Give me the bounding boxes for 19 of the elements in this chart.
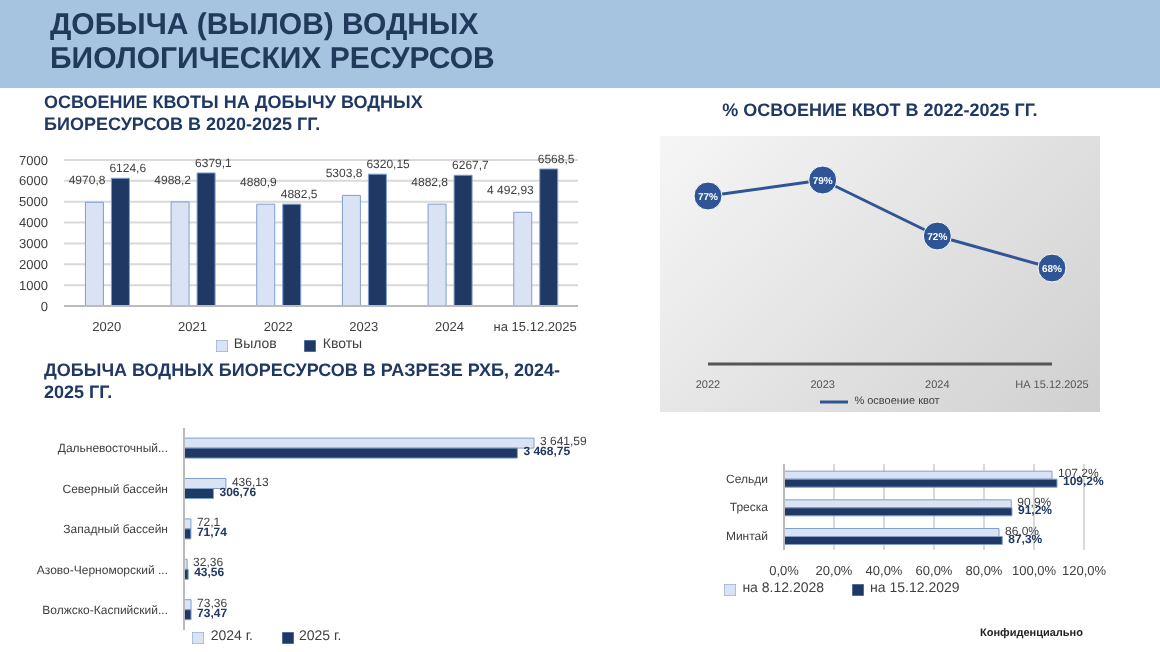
bar — [341, 194, 361, 306]
bar — [784, 478, 1058, 488]
bar — [282, 203, 302, 306]
bar — [84, 201, 104, 306]
text: ДОБЫЧА (ВЫЛОВ) ВОДНЫХ БИОЛОГИЧЕСКИХ РЕСУРСОВ — [50, 8, 497, 76]
chart-title: % ОСВОЕНИЕ КВОТ В 2022-2025 ГГ. — [720, 100, 1040, 122]
bar — [784, 536, 1003, 545]
bar — [784, 507, 1013, 517]
bar — [196, 172, 216, 306]
bar — [453, 174, 473, 306]
bar — [539, 168, 559, 306]
bar — [427, 203, 447, 306]
bar — [367, 173, 387, 306]
chart-title: ДОБЫЧА ВОДНЫХ БИОРЕСУРСОВ В РАЗРЕЗЕ РХБ, 2024-2025 ГГ. — [44, 360, 563, 404]
chart-title: ОСВОЕНИЕ КВОТЫ НА ДОБЫЧУ ВОДНЫХ БИОРЕСУРСОВ В 2020-2025 ГГ. — [44, 92, 425, 136]
bar — [110, 177, 130, 306]
bar — [256, 203, 276, 306]
bar — [170, 201, 190, 306]
bar — [513, 211, 533, 306]
